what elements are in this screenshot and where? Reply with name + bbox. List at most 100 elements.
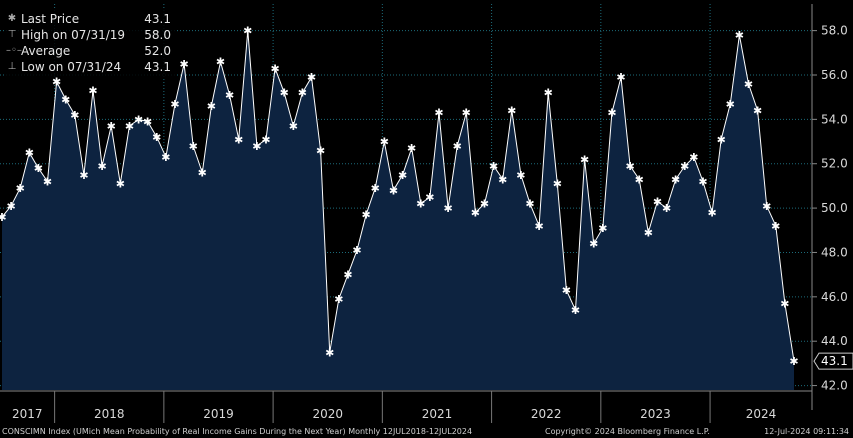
- x-tick-label: 2018: [94, 407, 125, 421]
- data-point-marker: ✱: [0, 211, 7, 224]
- data-point-marker: ✱: [443, 202, 452, 215]
- data-point-marker: ✱: [252, 140, 261, 153]
- legend-item-last-price: ✱ Last Price 43.1: [6, 11, 171, 27]
- data-point-marker: ✱: [562, 284, 571, 297]
- footer-ticker-description: CONSCIMN Index (UMich Mean Probability o…: [2, 427, 473, 436]
- data-point-marker: ✱: [343, 269, 352, 282]
- last-price-tag: 43.1: [813, 352, 853, 370]
- legend-value: 58.0: [144, 28, 171, 42]
- data-point-marker: ✱: [16, 182, 25, 195]
- data-point-marker: ✱: [762, 200, 771, 213]
- data-point-marker: ✱: [43, 175, 52, 188]
- data-point-marker: ✱: [298, 87, 307, 100]
- y-tick-label: 54.0: [821, 112, 848, 126]
- data-point-marker: ✱: [6, 200, 15, 213]
- data-point-marker: ✱: [707, 207, 716, 220]
- x-tick-label: 2021: [422, 407, 453, 421]
- data-point-marker: ✱: [462, 107, 471, 120]
- high-marker-icon: ⊤: [7, 29, 17, 40]
- data-point-marker: ✱: [635, 173, 644, 186]
- data-point-marker: ✱: [471, 207, 480, 220]
- data-point-marker: ✱: [198, 167, 207, 180]
- data-point-marker: ✱: [589, 238, 598, 251]
- data-point-marker: ✱: [671, 173, 680, 186]
- data-point-marker: ✱: [607, 107, 616, 120]
- data-point-marker: ✱: [644, 226, 653, 239]
- data-point-marker: ✱: [534, 220, 543, 233]
- data-point-marker: ✱: [270, 62, 279, 75]
- data-point-marker: ✱: [34, 162, 43, 175]
- x-axis: 2017 2018 2019 2020 2021 2022 2023 2024: [0, 390, 812, 423]
- y-tick-label: 44.0: [821, 334, 848, 348]
- data-point-marker: ✱: [243, 25, 252, 38]
- data-point-marker: ✱: [225, 89, 234, 102]
- data-point-marker: ✱: [352, 244, 361, 257]
- legend-label: Last Price: [21, 12, 80, 26]
- data-point-marker: ✱: [325, 346, 334, 359]
- footer-timestamp: 12-Jul-2024 09:11:34: [764, 427, 849, 436]
- data-point-marker: ✱: [107, 120, 116, 133]
- low-marker-icon: ⊥: [7, 61, 17, 72]
- data-point-marker: ✱: [571, 304, 580, 317]
- data-point-marker: ✱: [434, 107, 443, 120]
- legend-label: High on 07/31/19: [21, 28, 126, 42]
- last-price-tag-text: 43.1: [821, 354, 848, 368]
- data-point-marker: ✱: [653, 195, 662, 208]
- data-point-marker: ✱: [161, 151, 170, 164]
- data-point-marker: ✱: [416, 198, 425, 211]
- data-point-marker: ✱: [261, 133, 270, 146]
- data-point-marker: ✱: [507, 104, 516, 117]
- footer: CONSCIMN Index (UMich Mean Probability o…: [0, 426, 853, 438]
- y-tick-label: 42.0: [821, 379, 848, 393]
- legend-value: 52.0: [144, 44, 171, 58]
- series-area: [2, 30, 794, 390]
- data-point-marker: ✱: [689, 151, 698, 164]
- data-point-marker: ✱: [789, 355, 798, 368]
- data-point-marker: ✱: [735, 29, 744, 42]
- data-point-marker: ✱: [771, 220, 780, 233]
- x-tick-label: 2020: [312, 407, 343, 421]
- series-line: [1, 30, 795, 362]
- data-point-marker: ✱: [626, 160, 635, 173]
- data-point-marker: ✱: [698, 175, 707, 188]
- data-point-marker: ✱: [525, 198, 534, 211]
- data-point-marker: ✱: [116, 178, 125, 191]
- average-marker-icon: –◦–: [6, 45, 22, 56]
- legend-item-average: –◦– Average 52.0: [6, 43, 171, 59]
- y-tick-label: 52.0: [821, 157, 848, 171]
- data-point-marker: ✱: [425, 191, 434, 204]
- data-point-marker: ✱: [717, 133, 726, 146]
- data-point-marker: ✱: [553, 178, 562, 191]
- data-point-marker: ✱: [753, 104, 762, 117]
- legend-value: 43.1: [144, 12, 171, 26]
- data-point-marker: ✱: [189, 140, 198, 153]
- data-point-marker: ✱: [70, 109, 79, 122]
- data-point-marker: ✱: [125, 120, 134, 133]
- data-point-marker: ✱: [744, 78, 753, 91]
- y-tick-label: 58.0: [821, 24, 848, 38]
- data-point-marker: ✱: [289, 120, 298, 133]
- legend-label: Low on 07/31/24: [21, 60, 122, 74]
- asterisk-icon: ✱: [7, 13, 17, 24]
- x-tick-label: 2024: [746, 407, 777, 421]
- data-point-marker: ✱: [207, 100, 216, 113]
- data-point-marker: ✱: [280, 87, 289, 100]
- y-tick-label: 46.0: [821, 290, 848, 304]
- data-point-marker: ✱: [726, 98, 735, 111]
- data-point-marker: ✱: [407, 142, 416, 155]
- data-point-marker: ✱: [179, 58, 188, 71]
- last-price-tag-box: [813, 352, 853, 370]
- y-tick-label: 50.0: [821, 201, 848, 215]
- y-tick-label: 56.0: [821, 68, 848, 82]
- data-point-marker: ✱: [134, 113, 143, 126]
- legend-label: Average: [21, 44, 71, 58]
- data-point-marker: ✱: [61, 93, 70, 106]
- data-point-marker: ✱: [380, 136, 389, 149]
- footer-copyright: Copyright© 2024 Bloomberg Finance L.P.: [545, 427, 710, 436]
- data-point-marker: ✱: [170, 98, 179, 111]
- data-point-marker: ✱: [25, 147, 34, 160]
- data-point-marker: ✱: [544, 87, 553, 100]
- data-point-marker: ✱: [516, 169, 525, 182]
- data-point-marker: ✱: [498, 173, 507, 186]
